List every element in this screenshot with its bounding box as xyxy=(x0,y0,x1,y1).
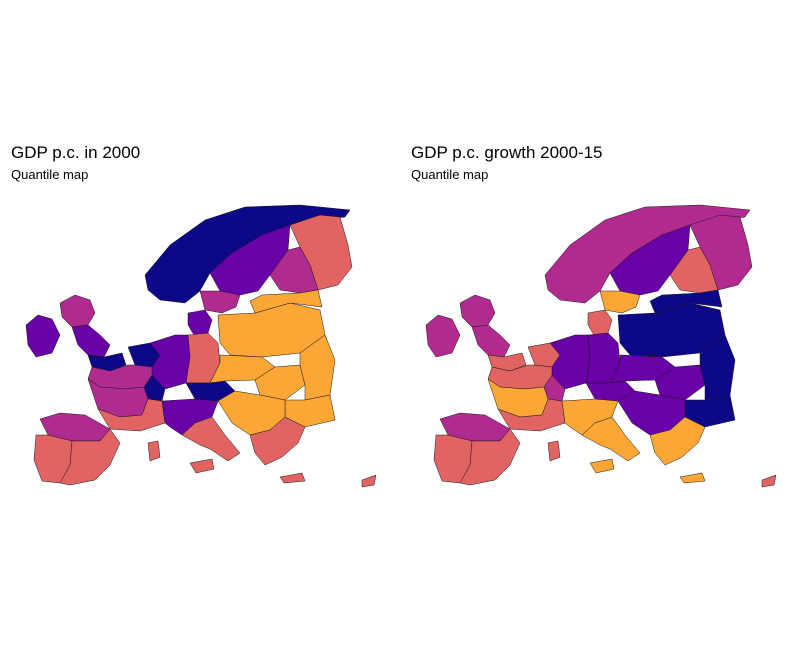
region-czech-slovakia xyxy=(209,354,276,384)
region-sardinia xyxy=(547,440,561,462)
region-crete xyxy=(679,472,706,484)
region-uk-n xyxy=(59,294,96,328)
region-cyprus xyxy=(761,474,777,488)
region-uk-mid xyxy=(471,324,511,358)
region-crete xyxy=(279,472,306,484)
region-uk-n xyxy=(459,294,496,328)
region-denmark xyxy=(187,309,213,336)
region-sicily xyxy=(589,458,615,474)
region-greece xyxy=(249,416,306,466)
region-iceland-ireland xyxy=(25,314,61,358)
region-iberia-e xyxy=(59,428,121,486)
region-czech-slovakia xyxy=(609,354,676,384)
map-panel-gdp-2000: GDP p.c. in 2000 Quantile map xyxy=(11,143,377,488)
region-finland-s xyxy=(669,246,719,294)
map-subtitle: Quantile map xyxy=(411,167,489,182)
europe-choropleth-map xyxy=(425,204,777,488)
region-sardinia xyxy=(147,440,161,462)
region-uk-mid xyxy=(71,324,111,358)
region-denmark xyxy=(587,309,613,336)
region-sweden xyxy=(609,224,691,296)
region-cyprus xyxy=(361,474,377,488)
map-subtitle: Quantile map xyxy=(11,167,89,182)
region-baltics xyxy=(249,289,323,314)
region-greece xyxy=(649,416,706,466)
region-iceland-ireland xyxy=(425,314,461,358)
region-italy-s xyxy=(181,416,241,462)
region-italy-s xyxy=(581,416,641,462)
map-title: GDP p.c. growth 2000-15 xyxy=(411,143,603,162)
region-baltics xyxy=(649,289,723,314)
europe-choropleth-map xyxy=(25,204,377,488)
region-finland-s xyxy=(269,246,319,294)
region-germany-w xyxy=(549,334,591,390)
region-sweden xyxy=(209,224,291,296)
region-iberia-e xyxy=(459,428,521,486)
region-sweden-s xyxy=(199,290,241,314)
region-sicily xyxy=(189,458,215,474)
region-germany-w xyxy=(149,334,191,390)
map-title: GDP p.c. in 2000 xyxy=(11,143,141,162)
map-panel-gdp-growth: GDP p.c. growth 2000-15 Quantile map xyxy=(400,0,800,648)
region-sweden-s xyxy=(599,290,641,314)
